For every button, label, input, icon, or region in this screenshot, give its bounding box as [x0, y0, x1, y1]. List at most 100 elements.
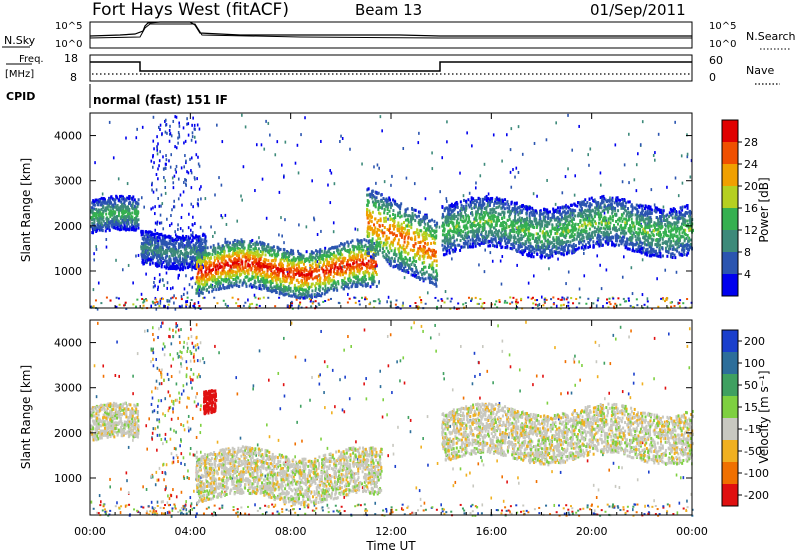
scatter-cell	[302, 262, 305, 266]
scatter-cell	[158, 255, 161, 259]
scatter-cell	[339, 270, 342, 274]
noise-cell	[373, 165, 375, 169]
scatter-cell	[367, 254, 370, 258]
scatter-cell	[259, 255, 262, 259]
scatter-cell	[300, 260, 303, 264]
scatter-cell	[230, 284, 233, 288]
scatter-cell	[258, 268, 261, 272]
scatter-cell	[239, 240, 242, 244]
scatter-cell	[358, 271, 361, 275]
scatter-cell	[319, 279, 322, 283]
scatter-cell	[354, 283, 357, 287]
scatter-cell	[270, 268, 273, 272]
scatter-cell	[408, 258, 411, 262]
ground-cell	[248, 305, 251, 308]
noise-cell	[172, 286, 174, 290]
noise-cell	[185, 178, 187, 182]
noise-cell	[168, 139, 171, 143]
ground-cell	[496, 306, 499, 309]
scatter-cell	[351, 271, 354, 275]
ground-cell	[115, 296, 118, 299]
noise-cell	[637, 152, 639, 156]
ground-cell	[244, 301, 247, 304]
scatter-cell	[254, 281, 257, 285]
noise-cell	[329, 201, 332, 205]
scatter-cell	[393, 264, 396, 268]
noise-cell	[177, 177, 180, 181]
noise-cell	[468, 191, 471, 195]
scatter-cell	[276, 287, 279, 291]
noise-sky-line	[89, 21, 692, 37]
scatter-cell	[133, 198, 136, 202]
scatter-cell	[93, 221, 96, 225]
scatter-cell	[504, 246, 507, 250]
noise-cell	[184, 178, 186, 182]
scatter-cell	[269, 285, 272, 289]
noise-cell	[95, 245, 97, 249]
scatter-cell	[131, 202, 134, 206]
scatter-cell	[372, 246, 375, 250]
scatter-cell	[97, 210, 100, 214]
scatter-cell	[432, 241, 435, 245]
scatter-cell	[314, 258, 317, 262]
scatter-cell	[211, 285, 214, 289]
ground-cell	[420, 299, 423, 302]
noise-cell	[555, 121, 557, 125]
noise-cell	[174, 233, 177, 237]
scatter-cell	[370, 216, 373, 220]
noise-cell	[220, 214, 223, 218]
scatter-cell	[260, 275, 263, 279]
scatter-cell	[503, 207, 506, 211]
scatter-cell	[358, 258, 361, 262]
scatter-cell	[131, 215, 134, 219]
scatter-cell	[219, 251, 222, 255]
scatter-cell	[256, 272, 259, 276]
noise-cell	[174, 307, 177, 311]
scatter-cell	[352, 262, 355, 266]
ground-cell	[559, 298, 562, 301]
scatter-cell	[183, 245, 186, 249]
noise-cell	[313, 218, 316, 222]
scatter-cell	[334, 255, 337, 259]
noise-cell	[191, 223, 194, 227]
scatter-cell	[233, 244, 236, 248]
noise-cell	[97, 281, 100, 285]
scatter-cell	[315, 281, 318, 285]
scatter-cell	[372, 279, 375, 283]
scatter-cell	[271, 279, 274, 283]
scatter-cell	[294, 272, 297, 276]
scatter-cell	[371, 274, 374, 278]
scatter-cell	[416, 228, 419, 232]
scatter-cell	[374, 201, 377, 205]
noise-cell	[174, 230, 176, 234]
noise-cell	[516, 263, 518, 267]
scatter-cell	[143, 241, 146, 245]
scatter-cell	[246, 249, 249, 253]
scatter-cell	[243, 278, 246, 282]
scatter-cell	[364, 270, 367, 274]
noise-cell	[194, 177, 196, 181]
noise-cell	[152, 190, 155, 194]
noise-cell	[296, 143, 299, 147]
scatter-cell	[238, 254, 241, 258]
ground-cell	[669, 301, 672, 304]
scatter-cell	[277, 253, 280, 257]
scatter-cell	[193, 252, 196, 256]
scatter-cell	[407, 214, 410, 218]
scatter-cell	[215, 282, 218, 286]
scatter-cell	[634, 234, 637, 238]
scatter-cell	[294, 259, 297, 263]
scatter-cell	[208, 260, 211, 264]
scatter-cell	[433, 259, 436, 263]
scatter-cell	[227, 246, 230, 250]
noise-cell	[173, 199, 175, 203]
noise-cell	[185, 183, 187, 187]
scatter-cell	[121, 219, 124, 223]
scatter-cell	[272, 259, 275, 263]
scatter-cell	[248, 277, 251, 281]
scatter-cell	[297, 257, 300, 261]
scatter-cell	[208, 290, 211, 294]
scatter-cell	[242, 244, 245, 248]
scatter-cell	[157, 239, 160, 243]
scatter-cell	[260, 287, 263, 291]
